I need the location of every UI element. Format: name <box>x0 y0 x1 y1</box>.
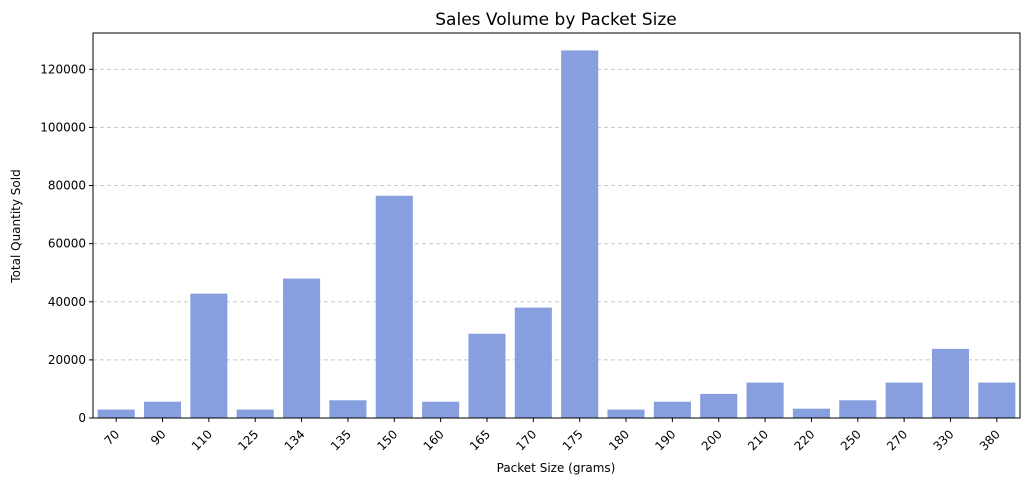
x-tick-label: 90 <box>148 427 169 448</box>
bar <box>792 408 830 418</box>
bar <box>978 382 1016 418</box>
bar <box>700 393 738 418</box>
bar <box>422 401 460 418</box>
plot-frame <box>92 32 1021 419</box>
y-tick-label: 100000 <box>40 120 86 134</box>
x-tick-label: 180 <box>606 427 632 453</box>
x-tick-label: 150 <box>374 427 400 453</box>
x-tick-label: 170 <box>513 427 539 453</box>
y-tick-label: 40000 <box>48 295 86 309</box>
grid-layer <box>93 68 1020 361</box>
x-tick-label: 70 <box>102 427 123 448</box>
y-tick-label: 80000 <box>48 179 86 193</box>
y-tick-label: 0 <box>78 411 86 425</box>
y-tick-label: 60000 <box>48 237 86 251</box>
x-tick-label: 134 <box>282 427 308 453</box>
x-tick-label: 175 <box>560 427 586 453</box>
x-tick-label: 110 <box>189 427 215 453</box>
bar <box>653 401 691 418</box>
x-tick-label: 125 <box>235 427 261 453</box>
y-tick-label: 20000 <box>48 353 86 367</box>
chart-title: Sales Volume by Packet Size <box>435 10 676 30</box>
y-tick-label: 120000 <box>40 62 86 76</box>
bar <box>329 400 367 418</box>
bar <box>561 50 599 419</box>
bar <box>931 348 970 418</box>
x-tick-label: 160 <box>421 427 447 453</box>
bar <box>839 400 877 418</box>
x-tick-label: 210 <box>745 427 771 453</box>
bar <box>746 382 784 418</box>
x-tick-label: 270 <box>884 427 910 453</box>
x-tick-label: 330 <box>930 427 956 453</box>
bar <box>885 382 923 418</box>
bar-layer <box>97 50 1016 419</box>
bar <box>468 333 506 418</box>
bar <box>97 409 135 418</box>
bar <box>190 293 228 418</box>
bar <box>514 307 552 418</box>
x-tick-label: 200 <box>699 427 725 453</box>
x-tick-label: 380 <box>977 427 1003 453</box>
x-tick-label: 165 <box>467 427 493 453</box>
bar <box>375 195 413 418</box>
bar <box>283 278 321 418</box>
x-axis-label: Packet Size (grams) <box>497 461 616 475</box>
x-tick-label: 190 <box>652 427 678 453</box>
x-tick-label: 220 <box>791 427 817 453</box>
bar <box>143 401 182 418</box>
bar <box>607 409 645 418</box>
x-tick-label: 250 <box>838 427 864 453</box>
bar <box>236 409 274 418</box>
x-tick-label: 135 <box>328 427 354 453</box>
y-axis-label: Total Quantity Sold <box>9 169 23 283</box>
